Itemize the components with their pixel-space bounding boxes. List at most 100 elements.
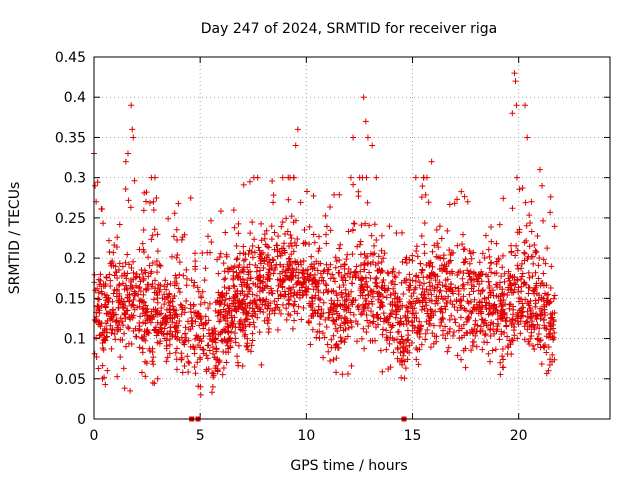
data-point <box>175 200 182 207</box>
data-point <box>183 297 190 304</box>
data-point <box>311 239 318 246</box>
data-point <box>527 335 534 342</box>
data-point <box>369 142 376 149</box>
data-point <box>406 342 413 349</box>
data-point <box>136 344 143 351</box>
data-point <box>430 322 437 329</box>
data-point <box>468 347 475 354</box>
data-point <box>456 323 463 330</box>
data-point <box>374 267 381 274</box>
data-point <box>276 306 283 313</box>
data-point <box>442 335 449 342</box>
data-point <box>369 320 376 327</box>
data-point <box>385 270 392 277</box>
data-point <box>130 258 137 265</box>
data-point <box>531 346 538 353</box>
data-point <box>157 286 164 293</box>
data-point <box>176 337 183 344</box>
data-point <box>197 301 204 308</box>
data-point <box>140 336 147 343</box>
data-point <box>114 275 121 282</box>
data-point <box>495 256 502 263</box>
data-point <box>184 353 191 360</box>
data-point <box>338 315 345 322</box>
data-point <box>279 276 286 283</box>
data-point <box>541 322 548 329</box>
data-point <box>384 269 391 276</box>
data-point <box>551 356 558 363</box>
data-point <box>215 289 222 296</box>
data-point <box>277 310 284 317</box>
data-point <box>398 333 405 340</box>
data-point <box>340 282 347 289</box>
data-point <box>365 292 372 299</box>
data-point <box>146 347 153 354</box>
data-point <box>479 287 486 294</box>
data-point <box>390 349 397 356</box>
data-point <box>216 358 223 365</box>
data-point <box>204 355 211 362</box>
data-point <box>279 219 286 226</box>
data-point <box>462 345 469 352</box>
data-point <box>232 339 239 346</box>
data-point <box>516 226 523 233</box>
data-point <box>330 275 337 282</box>
data-point <box>228 314 235 321</box>
data-point <box>249 299 256 306</box>
data-point <box>457 304 464 311</box>
data-point <box>442 277 449 284</box>
data-point <box>426 279 433 286</box>
data-point <box>277 270 284 277</box>
data-point <box>264 243 271 250</box>
data-point <box>374 314 381 321</box>
data-point <box>341 314 348 321</box>
data-point <box>140 298 147 305</box>
data-point <box>405 318 412 325</box>
data-point <box>164 331 171 338</box>
data-point <box>391 301 398 308</box>
data-point <box>235 304 242 311</box>
data-point <box>387 321 394 328</box>
data-point <box>543 349 550 356</box>
data-point <box>389 269 396 276</box>
data-point <box>176 259 183 266</box>
data-point <box>361 345 368 352</box>
data-point <box>542 260 549 267</box>
data-point <box>178 236 185 243</box>
data-point <box>221 284 228 291</box>
data-point <box>202 265 209 272</box>
data-point <box>369 301 376 308</box>
data-point <box>280 263 287 270</box>
data-point <box>312 279 319 286</box>
data-point <box>139 369 146 376</box>
data-point <box>215 309 222 316</box>
data-point <box>228 300 235 307</box>
data-point <box>347 309 354 316</box>
data-point <box>467 329 474 336</box>
data-point <box>544 245 551 252</box>
data-point <box>125 261 132 268</box>
data-point <box>232 288 239 295</box>
data-point <box>110 311 117 318</box>
data-point <box>379 368 386 375</box>
data-point <box>536 255 543 262</box>
data-point <box>308 294 315 301</box>
data-point <box>509 205 516 212</box>
data-point <box>116 281 123 288</box>
data-point <box>212 299 219 306</box>
data-point <box>134 304 141 311</box>
data-point <box>183 282 190 289</box>
data-point <box>291 308 298 315</box>
data-point <box>143 308 150 315</box>
data-point <box>185 358 192 365</box>
data-point <box>239 321 246 328</box>
data-point <box>294 235 301 242</box>
data-point <box>388 310 395 317</box>
data-point <box>105 237 112 244</box>
data-point <box>499 302 506 309</box>
data-point <box>123 275 130 282</box>
data-point <box>546 319 553 326</box>
data-point <box>539 279 546 286</box>
data-point <box>414 330 421 337</box>
data-point <box>498 303 505 310</box>
